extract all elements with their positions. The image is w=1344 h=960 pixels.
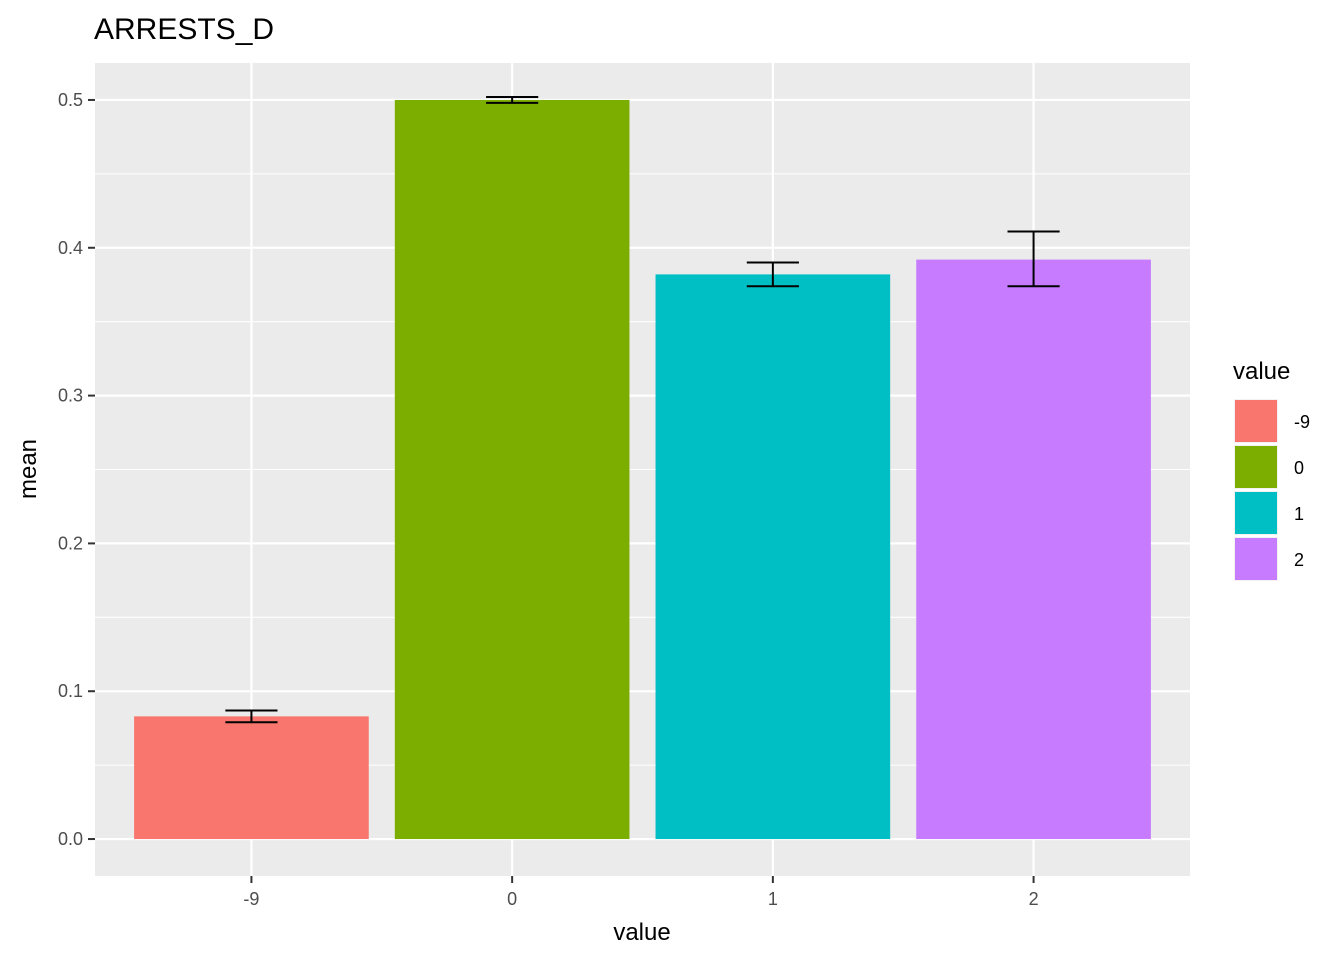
error-bar--9 (225, 709, 278, 724)
error-bar-0 (486, 95, 539, 104)
legend-swatch-1 (1235, 492, 1277, 534)
error-bar-2 (1007, 230, 1060, 288)
y-tick-label: 0.1 (58, 681, 83, 701)
legend-label--9: -9 (1294, 412, 1310, 432)
x-tick-label: 2 (1029, 889, 1039, 909)
x-tick-label: 0 (507, 889, 517, 909)
legend-label-2: 2 (1294, 550, 1304, 570)
bar--9 (134, 716, 369, 840)
legend-label-1: 1 (1294, 504, 1304, 524)
chart-title: ARRESTS_D (94, 13, 274, 46)
legend: value -9 0 1 2 (1233, 358, 1310, 581)
x-tick-label: -9 (243, 889, 259, 909)
legend-swatch--9 (1235, 400, 1277, 442)
y-axis-ticks: 0.0 0.1 0.2 0.3 0.4 0.5 (58, 90, 95, 849)
legend-swatch-0 (1235, 446, 1277, 488)
x-axis-ticks: -9 0 1 2 (243, 876, 1039, 909)
legend-swatch-2 (1235, 538, 1277, 580)
error-bar-1 (746, 261, 799, 288)
bar-1 (655, 274, 891, 840)
x-tick-label: 1 (768, 889, 778, 909)
y-tick-label: 0.2 (58, 533, 83, 553)
x-axis-title: value (613, 919, 670, 946)
legend-title: value (1233, 358, 1290, 385)
bars (134, 99, 1151, 840)
error-bars (225, 95, 1060, 724)
y-axis-title: mean (15, 439, 42, 499)
y-tick-label: 0.0 (58, 829, 83, 849)
y-tick-label: 0.3 (58, 386, 83, 406)
y-tick-label: 0.4 (58, 238, 83, 258)
bar-0 (394, 99, 630, 840)
y-tick-label: 0.5 (58, 90, 83, 110)
bar-2 (916, 259, 1151, 840)
legend-label-0: 0 (1294, 458, 1304, 478)
